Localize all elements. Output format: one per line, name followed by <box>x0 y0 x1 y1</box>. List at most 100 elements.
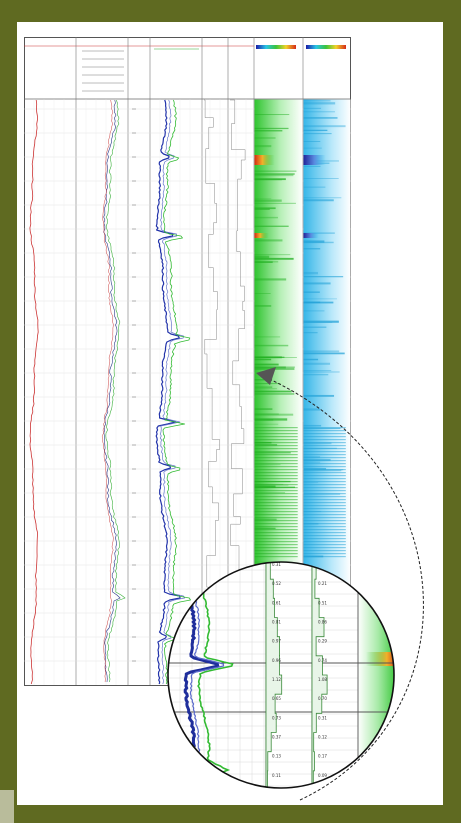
image-stripe <box>254 550 298 552</box>
image-stripe <box>303 271 318 275</box>
image-stripe <box>254 379 270 381</box>
image-stripe <box>254 393 295 395</box>
image-stripe <box>254 514 298 516</box>
image-stripe <box>254 208 270 210</box>
image-stripe <box>254 444 278 446</box>
image-stripe <box>254 366 295 368</box>
image-stripe <box>254 535 298 537</box>
image-stripe <box>303 544 346 546</box>
image-stripe <box>303 322 333 323</box>
zoom-value: 0.73 <box>272 715 281 720</box>
image-stripe <box>254 390 292 393</box>
image-stripe <box>254 225 289 227</box>
zoom-value: 0.97 <box>272 639 281 644</box>
image-stripe <box>254 518 277 521</box>
image-stripe <box>254 357 297 358</box>
image-stripe <box>254 427 298 429</box>
image-stripe <box>254 484 298 486</box>
image-stripe <box>254 492 286 494</box>
image-stripe <box>254 293 271 294</box>
image-stripe <box>303 430 346 432</box>
image-stripe <box>254 383 281 385</box>
image-stripe <box>254 490 298 492</box>
image-stripe <box>254 336 281 338</box>
image-stripe <box>254 487 298 489</box>
image-stripe <box>254 178 286 181</box>
image-stripe <box>303 186 326 188</box>
image-stripe <box>303 427 346 429</box>
image-stripe <box>254 541 298 543</box>
image-stripe <box>254 464 281 466</box>
image-stripe <box>303 310 325 312</box>
curve-track4-blue <box>155 99 181 685</box>
image-stripe <box>303 442 346 444</box>
image-stripe <box>303 326 327 328</box>
image-stripe <box>254 472 298 474</box>
curve-red <box>29 99 39 685</box>
image-stripe <box>303 514 346 516</box>
zoom-value: 0.52 <box>272 581 281 586</box>
image-stripe <box>254 517 298 519</box>
image-stripe <box>303 102 336 105</box>
image-stripe <box>254 199 282 202</box>
image-stripe <box>254 174 294 177</box>
zoom-value: 0.31 <box>272 562 281 567</box>
zoom-value: 1.08 <box>318 677 327 682</box>
zoom-value: 0.21 <box>318 581 327 586</box>
image-stripe <box>303 482 319 483</box>
image-stripe <box>254 278 287 281</box>
image-stripe <box>254 366 286 369</box>
image-stripe <box>254 529 298 531</box>
image-stripe <box>303 424 322 427</box>
image-stripe <box>254 508 298 510</box>
zoom-value: 0.09 <box>318 773 327 778</box>
zoom-value: 0.12 <box>318 735 327 740</box>
image-stripe <box>303 472 346 474</box>
image-stripe <box>303 133 332 135</box>
curve-track2-red <box>101 99 114 683</box>
zoom-value: 0.96 <box>272 658 281 663</box>
image-stripe <box>303 529 346 531</box>
zoom-value: 0.61 <box>272 600 281 605</box>
image-stripe <box>254 114 290 116</box>
image-stripe <box>303 553 346 555</box>
image-stripe <box>254 358 272 361</box>
magnifier-ring <box>167 561 395 789</box>
zoom-step-col2 <box>311 562 328 788</box>
image-stripe <box>303 541 346 543</box>
image-stripe <box>254 478 298 480</box>
image-stripe <box>254 254 291 256</box>
image-stripe <box>254 386 273 388</box>
image-stripe <box>303 362 331 365</box>
image-stripe <box>254 305 272 307</box>
image-stripe <box>303 408 321 411</box>
image-stripe <box>303 475 346 477</box>
image-stripe <box>254 544 298 546</box>
image-stripe <box>303 448 346 450</box>
image-stripe <box>254 442 298 444</box>
image-stripe <box>254 261 273 263</box>
image-stripe <box>254 527 276 530</box>
image-stripe <box>303 460 346 462</box>
zoom-value: 0.31 <box>318 715 327 720</box>
zoom-curve-green <box>197 562 234 788</box>
image-stripe <box>303 301 334 304</box>
image-stripe <box>303 517 346 519</box>
image-stripe <box>254 363 279 366</box>
image-stripe <box>254 170 297 172</box>
image-stripe <box>303 457 346 459</box>
zoom-image-strip <box>358 562 394 788</box>
image-stripe <box>303 117 338 119</box>
image-scale-bar-2 <box>306 45 346 49</box>
zoom-step-col1 <box>265 562 283 788</box>
image-stripe <box>254 538 298 540</box>
image-stripe <box>303 502 346 504</box>
image-stripe <box>254 257 294 260</box>
image-stripe <box>254 216 278 219</box>
zoom-value: 0.29 <box>318 562 327 567</box>
image-stripe <box>254 526 298 528</box>
image-stripe <box>303 282 331 285</box>
image-stripe <box>254 408 273 410</box>
image-stripe <box>303 454 346 456</box>
image-stripe <box>254 475 298 477</box>
